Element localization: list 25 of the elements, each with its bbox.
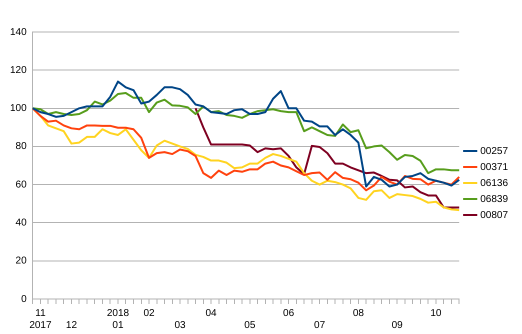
y-tick-label: 0 [21,294,28,305]
legend-label: 06136 [480,178,508,189]
legend-label: 06839 [480,194,508,205]
legend-label: 00807 [480,210,508,221]
y-tick-label: 100 [10,103,28,114]
y-tick-label: 140 [10,26,28,38]
x-tick-label: 06 [283,308,295,319]
x-tick-label: 12 [66,320,78,331]
y-tick-label: 20 [16,256,28,267]
x-tick-label: 10 [430,308,442,319]
x-tick-label: 09 [392,320,404,331]
x-tick-label: 03 [174,320,186,331]
y-tick-label: 120 [10,64,28,76]
y-tick-label: 60 [16,179,28,190]
x-tick-label: 04 [205,308,218,319]
x-tick-label: 08 [352,308,364,319]
legend-label: 00257 [480,146,508,157]
legend-label: 00371 [480,162,508,173]
x-tick-label: 05 [244,320,256,331]
x-tick-label: 07 [314,320,326,331]
y-tick-label: 40 [16,217,28,228]
x-tick-label: 11 2017 [29,308,52,331]
x-tick-label: 2018 01 [106,308,130,331]
y-tick-label: 80 [16,141,28,152]
x-tick-label: 02 [143,308,156,319]
